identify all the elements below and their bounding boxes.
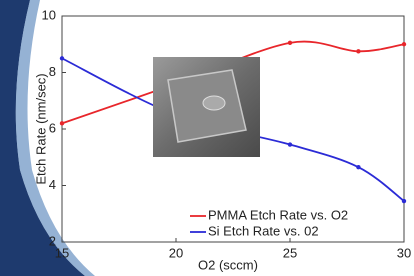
x-tick-label: 20 <box>169 245 183 260</box>
x-tick-label: 15 <box>55 245 69 260</box>
point <box>60 56 64 60</box>
y-axis-label: Etch Rate (nm/sec) <box>33 73 48 184</box>
point <box>356 165 360 169</box>
y-tick-label: 6 <box>49 120 56 135</box>
x-axis-label: O2 (sccm) <box>198 257 258 272</box>
sem-dot <box>203 96 225 110</box>
point <box>356 49 360 53</box>
chart: 24681015202530 O2 (sccm) Etch Rate (nm/s… <box>0 0 414 276</box>
x-tick-label: 30 <box>397 245 411 260</box>
legend-label: Si Etch Rate vs. 02 <box>208 223 319 238</box>
y-tick-label: 10 <box>42 7 56 22</box>
point <box>288 142 292 146</box>
point <box>402 42 406 46</box>
point <box>60 121 64 125</box>
point <box>402 199 406 203</box>
inset-image <box>153 57 260 157</box>
point <box>288 41 292 45</box>
y-tick-label: 8 <box>49 64 56 79</box>
y-tick-label: 4 <box>49 177 56 192</box>
x-tick-label: 25 <box>283 245 297 260</box>
legend-label: PMMA Etch Rate vs. O2 <box>208 207 348 222</box>
